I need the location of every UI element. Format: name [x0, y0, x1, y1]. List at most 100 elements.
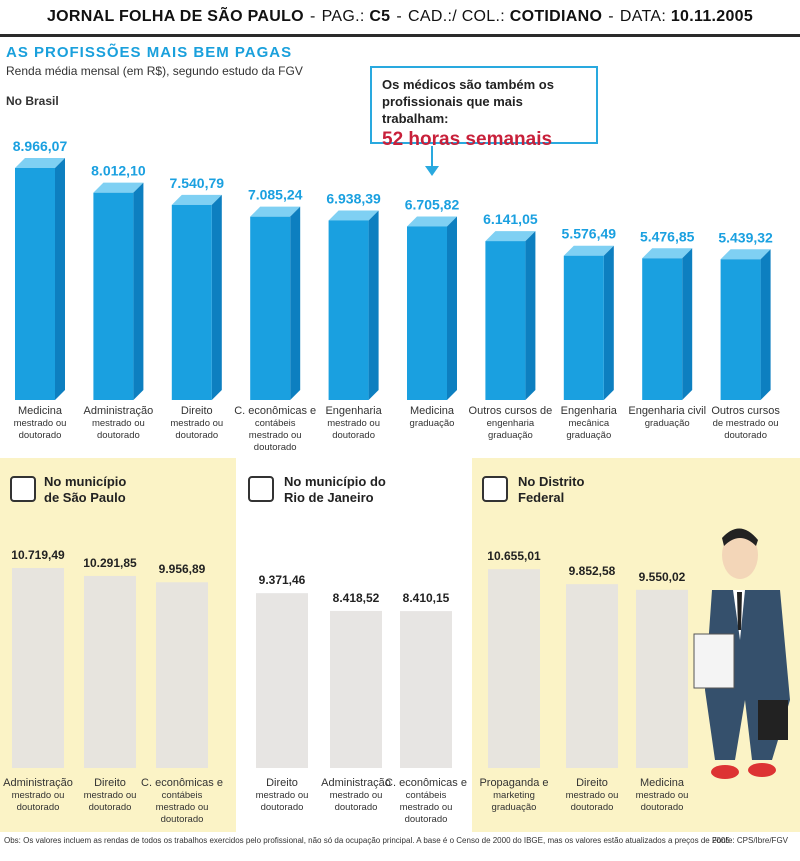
category-label: doutorado — [254, 442, 297, 453]
page-label: PAG.: — [321, 8, 365, 25]
region-bar — [84, 575, 136, 768]
region-category-label: doutorado — [405, 814, 448, 825]
category-label: doutorado — [19, 430, 62, 441]
region-category-label: doutorado — [335, 802, 378, 813]
region-bar — [566, 584, 618, 768]
region-category-label: contábeis — [162, 790, 203, 801]
bar-value-label: 6.705,82 — [405, 196, 460, 212]
bar — [93, 192, 134, 400]
chart-subtitle: Renda média mensal (em R$), segundo estu… — [6, 64, 303, 78]
region-category-label: mestrado ou — [156, 802, 209, 813]
region-category-label: doutorado — [89, 802, 132, 813]
category-label: mestrado ou — [14, 418, 67, 429]
bar-value-label: 7.540,79 — [170, 175, 225, 191]
panel-title-rio: No município do Rio de Janeiro — [284, 474, 386, 506]
category-label: doutorado — [97, 430, 140, 441]
region-category-label: mestrado ou — [256, 790, 309, 801]
figure-books — [693, 633, 735, 689]
date-value: 10.11.2005 — [670, 8, 754, 25]
region-bar-value-label: 10.655,01 — [487, 549, 541, 563]
bar-side — [55, 158, 65, 400]
bar-top — [15, 158, 65, 168]
figure-shoe-left — [711, 765, 739, 779]
figure-tie — [737, 592, 742, 630]
masthead: JORNAL FOLHA DE SÃO PAULO - PAG.: C5 - C… — [46, 8, 754, 25]
df-title-line-1: No Distrito — [518, 474, 585, 489]
region-category-label: C. econômicas e — [385, 777, 467, 789]
region-bar — [330, 610, 382, 768]
bar-side — [760, 249, 771, 400]
region-bar — [156, 582, 208, 768]
df-title-line-2: Federal — [518, 490, 565, 505]
category-label: Engenharia — [325, 405, 382, 417]
rio-title-line-1: No município do — [284, 474, 386, 489]
region-bar — [256, 593, 308, 768]
category-label: mestrado ou — [327, 418, 380, 429]
region-brasil-label: No Brasil — [6, 94, 59, 108]
page-value: C5 — [369, 8, 391, 25]
category-label: mestrado ou — [249, 430, 302, 441]
region-category-label: mestrado ou — [400, 802, 453, 813]
region-category-label: marketing — [493, 790, 535, 801]
category-label: graduação — [645, 418, 690, 429]
bar-value-label: 8.966,07 — [13, 138, 68, 154]
bar — [171, 204, 212, 400]
bar-side — [682, 248, 693, 400]
footnote: Obs: Os valores incluem as rendas de tod… — [4, 836, 730, 845]
panel-title-df: No Distrito Federal — [518, 474, 584, 506]
region-category-label: contábeis — [406, 790, 447, 801]
bar-top — [93, 182, 144, 193]
region-category-label: mestrado ou — [566, 790, 619, 801]
callout-line-1: Os médicos são também os — [382, 77, 554, 92]
region-bar-value-label: 8.410,15 — [403, 591, 450, 605]
bar-value-label: 5.476,85 — [640, 228, 695, 244]
region-category-label: mestrado ou — [636, 790, 689, 801]
category-label: graduação — [566, 430, 611, 441]
bar — [15, 168, 55, 400]
region-bar — [12, 568, 64, 768]
bar-top — [485, 231, 536, 242]
region-bar — [488, 569, 540, 768]
congress-icon — [482, 476, 508, 502]
bar-value-label: 6.938,39 — [326, 190, 381, 206]
figure-head — [722, 531, 758, 579]
region-bar — [400, 611, 452, 768]
region-category-label: mestrado ou — [84, 790, 137, 801]
category-label: doutorado — [724, 430, 767, 441]
category-label: mestrado ou — [170, 418, 223, 429]
region-category-label: mestrado ou — [330, 790, 383, 801]
category-label: C. econômicas e — [234, 405, 316, 417]
panel-title-sao-paulo: No município de São Paulo — [44, 474, 126, 506]
callout-box: Os médicos são também os profissionais q… — [370, 66, 598, 150]
region-category-label: doutorado — [261, 802, 304, 813]
bar — [720, 259, 761, 400]
bar-value-label: 5.576,49 — [562, 226, 617, 242]
region-bar-value-label: 9.956,89 — [159, 562, 206, 576]
region-category-label: C. econômicas e — [141, 777, 223, 789]
region-category-label: Direito — [266, 777, 298, 789]
bar — [485, 241, 526, 400]
bar-side — [133, 182, 144, 400]
category-label: engenharia — [487, 418, 535, 429]
callout-highlight: 52 horas semanais — [382, 129, 553, 150]
figure-briefcase — [758, 700, 788, 740]
bar-side — [368, 210, 379, 400]
category-label: Engenharia — [561, 405, 618, 417]
sp-title-line-1: No município — [44, 474, 127, 489]
region-category-label: mestrado ou — [12, 790, 65, 801]
bar-side — [290, 206, 301, 400]
region-category-label: Administração — [3, 777, 73, 789]
bar-value-label: 7.085,24 — [248, 187, 303, 203]
bar-top — [250, 206, 301, 217]
figure-hair — [722, 528, 758, 546]
category-label: Direito — [181, 405, 213, 417]
category-label: contábeis — [255, 418, 296, 429]
region-bar — [636, 589, 688, 768]
bar-top — [563, 245, 614, 256]
bar — [642, 258, 683, 400]
figure-shoe-right — [748, 763, 776, 777]
category-label: mecânica — [568, 418, 609, 429]
category-label: graduação — [488, 430, 533, 441]
region-category-label: Propaganda e — [479, 777, 548, 789]
